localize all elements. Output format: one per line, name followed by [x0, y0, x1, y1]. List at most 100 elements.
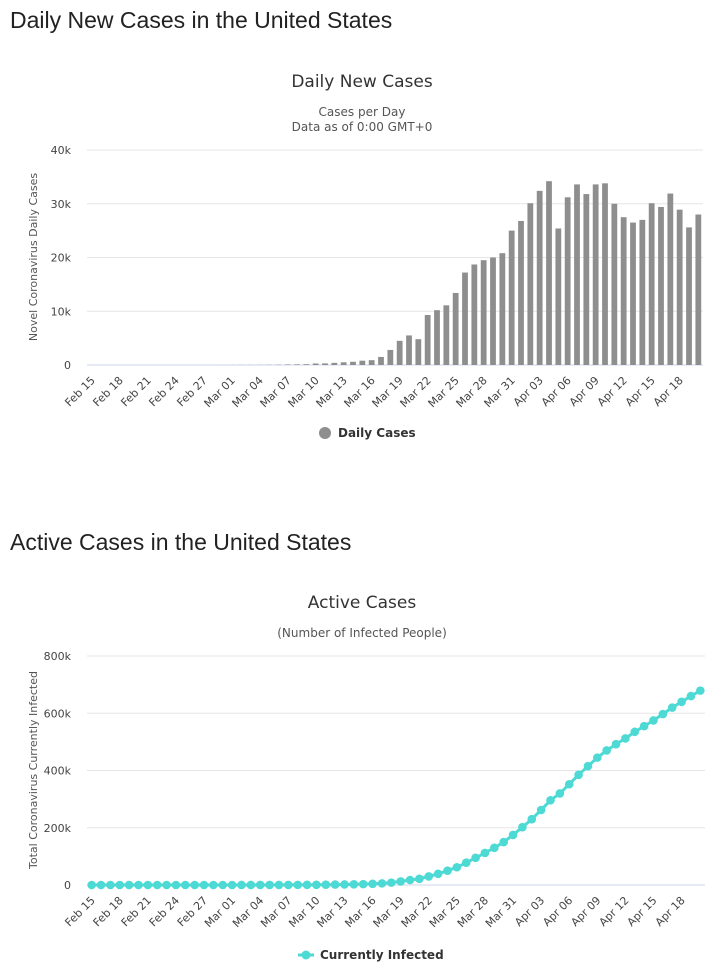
bar	[303, 364, 310, 365]
x-tick-label: Apr 12	[597, 894, 632, 929]
x-tick-label: Apr 15	[625, 894, 660, 929]
y-tick-label: 600k	[44, 707, 72, 720]
data-point	[106, 880, 115, 890]
bar	[611, 203, 618, 365]
bar	[294, 364, 300, 365]
data-point	[461, 858, 471, 867]
data-point	[518, 822, 527, 832]
data-point	[686, 691, 696, 701]
data-point	[527, 814, 537, 824]
bar	[350, 361, 356, 365]
bar	[536, 190, 543, 365]
data-point	[405, 875, 415, 885]
data-point	[340, 880, 349, 889]
bar	[284, 364, 291, 365]
data-point	[649, 716, 658, 725]
legend-marker	[319, 427, 331, 439]
y-tick-label: 30k	[51, 198, 72, 211]
data-point	[293, 880, 302, 890]
bar	[592, 184, 599, 365]
data-point	[471, 853, 480, 863]
data-point	[227, 880, 237, 890]
x-tick-label: Feb 18	[90, 374, 125, 409]
active-cases-chart: Active Cases (Number of Infected People)…	[27, 593, 705, 962]
legend-marker	[301, 950, 311, 960]
x-tick-label: Feb 24	[146, 374, 181, 409]
chart-subtitle-line-2: Data as of 0:00 GMT+0	[292, 120, 433, 134]
y-tick-labels: 0 10k 20k 30k 40k	[51, 144, 72, 372]
y-tick-label: 200k	[44, 822, 72, 835]
bar	[340, 362, 347, 365]
data-point	[490, 843, 499, 853]
y-tick-labels: 0 200k 400k 600k 800k	[44, 650, 72, 892]
y-axis-title: Total Coronavirus Currently Infected	[27, 671, 40, 870]
x-tick-label: Feb 21	[118, 374, 153, 409]
data-point	[312, 880, 321, 890]
data-point	[443, 866, 452, 875]
legend[interactable]: Daily Cases	[319, 426, 416, 440]
data-point	[415, 874, 424, 884]
data-point	[424, 872, 434, 881]
y-grid	[87, 655, 705, 886]
x-tick-label: Apr 03	[511, 374, 546, 409]
bars	[219, 181, 702, 365]
bar	[527, 203, 534, 365]
chart-subtitle-line-1: Cases per Day	[319, 105, 406, 119]
data-point	[377, 879, 387, 888]
x-tick-label: Apr 06	[540, 894, 575, 929]
x-tick-label: Mar 31	[483, 894, 519, 930]
x-tick-label: Apr 09	[567, 374, 602, 409]
data-point	[358, 879, 368, 889]
data-point	[171, 880, 181, 890]
legend-label: Daily Cases	[338, 426, 416, 440]
data-point	[508, 830, 518, 840]
x-tick-label: Apr 18	[653, 894, 688, 929]
chart-subtitle-line-1: (Number of Infected People)	[277, 626, 447, 640]
bar	[359, 360, 366, 365]
legend[interactable]: Currently Infected	[298, 948, 444, 962]
bar	[620, 217, 627, 365]
bar	[695, 214, 702, 365]
bar	[555, 228, 562, 365]
data-point	[162, 880, 171, 890]
y-tick-label: 0	[64, 359, 71, 372]
bar	[490, 257, 496, 365]
daily-new-cases-chart: Daily New Cases Cases per Day Data as of…	[27, 72, 703, 440]
y-tick-label: 20k	[51, 252, 72, 265]
bar	[452, 292, 459, 365]
data-point	[433, 869, 443, 879]
y-tick-label: 10k	[51, 305, 72, 318]
data-point	[237, 880, 246, 890]
bar	[312, 363, 319, 365]
bar	[406, 335, 412, 365]
x-tick-label: Apr 15	[623, 374, 658, 409]
bar	[639, 219, 646, 365]
x-tick-label: Apr 03	[512, 894, 547, 929]
data-point	[87, 880, 96, 890]
x-tick-label: Mar 31	[482, 374, 518, 410]
data-point	[265, 880, 274, 890]
bar	[462, 272, 468, 365]
bar	[686, 227, 692, 365]
bar	[424, 315, 431, 365]
x-tick-label: Apr 06	[539, 374, 574, 409]
bar	[322, 363, 328, 365]
data-point	[255, 880, 265, 890]
data-point	[124, 880, 134, 890]
series-path	[91, 689, 702, 887]
data-point	[190, 880, 199, 890]
bar	[480, 260, 487, 365]
data-point	[583, 761, 593, 771]
y-axis-title: Novel Coronavirus Daily Cases	[27, 173, 40, 341]
data-point	[96, 880, 106, 890]
bar	[564, 197, 571, 365]
data-point	[621, 734, 630, 743]
data-point	[611, 739, 621, 749]
x-tick-label: Feb 15	[62, 374, 97, 409]
bar	[443, 305, 450, 365]
data-point	[387, 878, 396, 887]
data-point	[349, 880, 359, 889]
active-cases-heading: Active Cases in the United States	[10, 529, 352, 555]
data-point	[321, 880, 331, 890]
